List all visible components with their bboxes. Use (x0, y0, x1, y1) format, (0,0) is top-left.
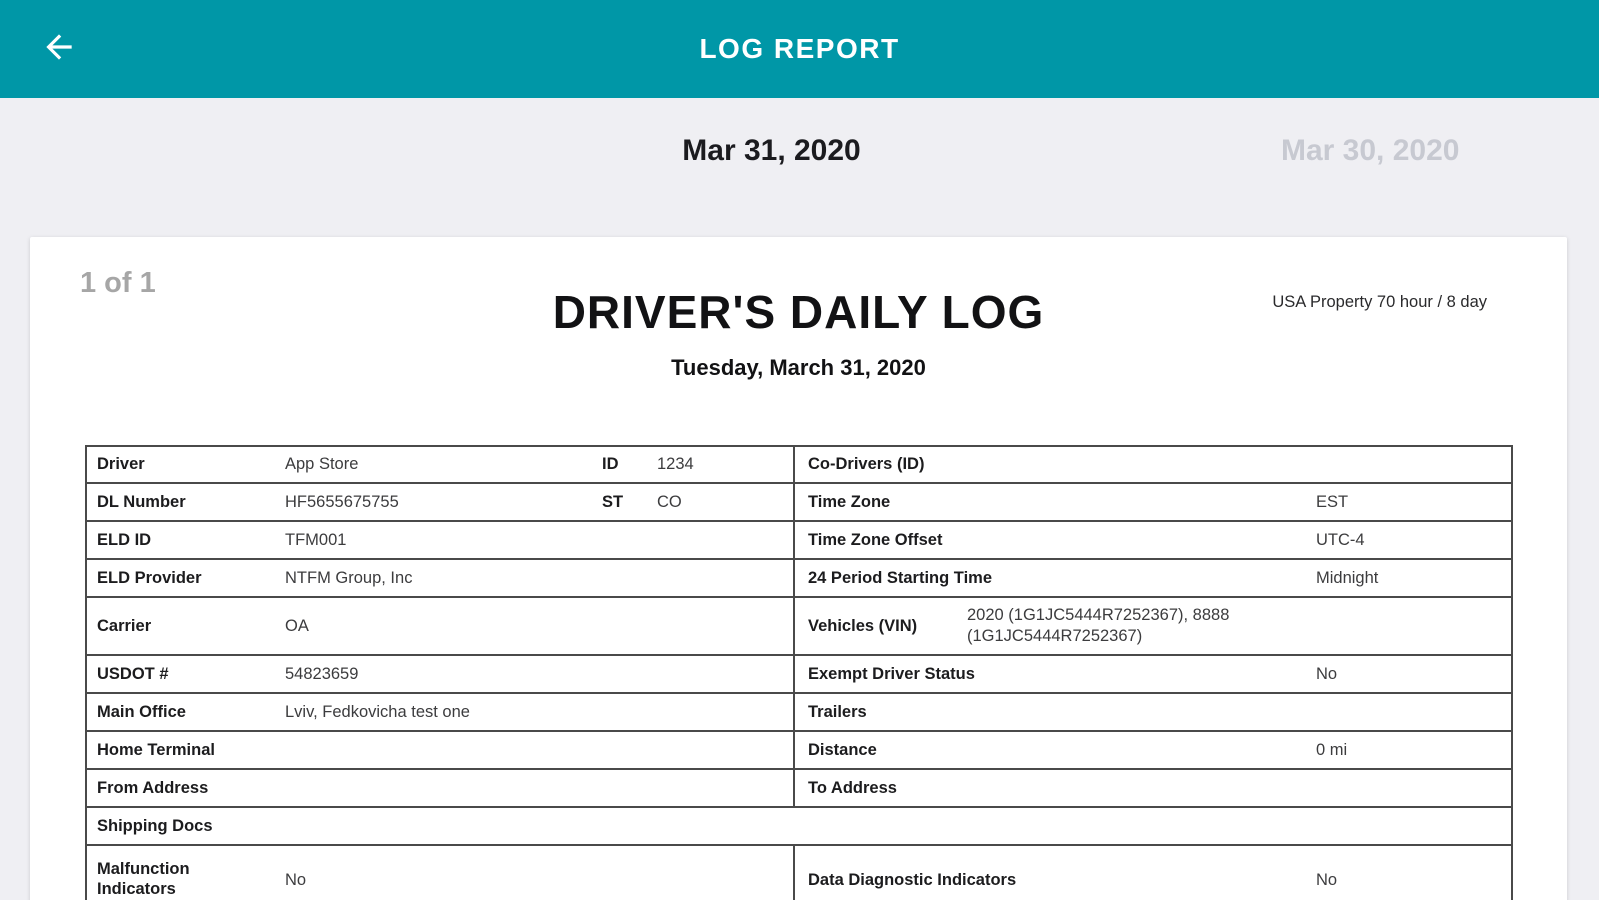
field-value: 2020 (1G1JC5444R7252367), 8888 (1G1JC544… (967, 606, 1230, 645)
field-value: No (1316, 870, 1338, 889)
date-tab-previous[interactable]: Mar 30, 2020 (1281, 134, 1460, 167)
field-value: 1234 (657, 455, 694, 473)
field-label: ELD Provider (97, 568, 202, 587)
date-tab-active[interactable]: Mar 31, 2020 (682, 134, 861, 167)
field-label: Main Office (97, 702, 186, 721)
arrow-left-icon (40, 28, 78, 71)
table-row-home-terminal: Home Terminal Distance 0 mi (87, 730, 1511, 768)
field-value: Midnight (1316, 568, 1379, 587)
driver-info-table: Driver App Store ID 1234 Co-Drivers (ID)… (85, 445, 1513, 900)
field-value: No (1316, 664, 1338, 683)
ruleset-label: USA Property 70 hour / 8 day (1272, 293, 1487, 311)
table-row-usdot: USDOT # 54823659 Exempt Driver Status No (87, 654, 1511, 692)
page-title: LOG REPORT (699, 33, 900, 64)
field-label: Exempt Driver Status (808, 664, 975, 683)
table-row-carrier: Carrier OA Vehicles (VIN) 2020 (1G1JC544… (87, 596, 1511, 654)
field-value: HF5655675755 (285, 492, 399, 511)
field-value: 0 mi (1316, 740, 1348, 759)
field-value: Lviv, Fedkovicha test one (285, 702, 470, 721)
field-label: ELD ID (97, 530, 152, 549)
field-label: Home Terminal (97, 740, 215, 759)
field-value: TFM001 (285, 530, 347, 549)
field-label: Carrier (97, 616, 152, 635)
field-label: Vehicles (VIN) (808, 616, 918, 635)
table-row-shipping-docs: Shipping Docs (87, 806, 1511, 844)
field-value: 54823659 (285, 664, 359, 683)
field-label: Malfunction Indicators (97, 860, 190, 898)
field-label: Distance (808, 740, 877, 759)
table-row-main-office: Main Office Lviv, Fedkovicha test one Tr… (87, 692, 1511, 730)
field-value: UTC-4 (1316, 530, 1365, 549)
field-label: ID (602, 455, 619, 473)
field-label: From Address (97, 778, 209, 797)
document-date: Tuesday, March 31, 2020 (671, 355, 926, 380)
field-label: Time Zone Offset (808, 530, 943, 549)
field-value: No (285, 870, 307, 889)
field-value: CO (657, 492, 682, 511)
page-count: 1 of 1 (80, 267, 156, 299)
field-label: Co-Drivers (ID) (808, 455, 925, 473)
field-label: Driver (97, 455, 145, 473)
field-label: To Address (808, 778, 897, 797)
log-report-page[interactable]: 1 of 1 USA Property 70 hour / 8 day DRIV… (30, 237, 1567, 900)
field-label: Time Zone (808, 492, 891, 511)
field-value: EST (1316, 492, 1349, 511)
back-button[interactable] (36, 26, 82, 72)
table-row-eld-provider: ELD Provider NTFM Group, Inc 24 Period S… (87, 558, 1511, 596)
table-row-driver: Driver App Store ID 1234 Co-Drivers (ID) (87, 447, 1511, 482)
table-row-malfunction: Malfunction Indicators No Data Diagnosti… (87, 844, 1511, 900)
field-label: Data Diagnostic Indicators (808, 870, 1017, 889)
field-value: OA (285, 616, 309, 635)
field-label: DL Number (97, 492, 186, 511)
field-label: ST (602, 492, 624, 511)
field-label: USDOT # (97, 664, 169, 683)
field-value: NTFM Group, Inc (285, 568, 413, 587)
field-label: Trailers (808, 702, 867, 721)
field-value: App Store (285, 455, 359, 473)
field-label: 24 Period Starting Time (808, 568, 992, 587)
date-selector-bar: Mar 31, 2020 Mar 30, 2020 (0, 98, 1599, 237)
app-bar: LOG REPORT (0, 0, 1599, 98)
table-row-from-address: From Address To Address (87, 768, 1511, 806)
table-row-eld-id: ELD ID TFM001 Time Zone Offset UTC-4 (87, 520, 1511, 558)
document-title: DRIVER'S DAILY LOG (552, 286, 1045, 338)
field-label: Shipping Docs (97, 816, 213, 835)
table-row-dl-number: DL Number HF5655675755 ST CO Time Zone E… (87, 482, 1511, 520)
